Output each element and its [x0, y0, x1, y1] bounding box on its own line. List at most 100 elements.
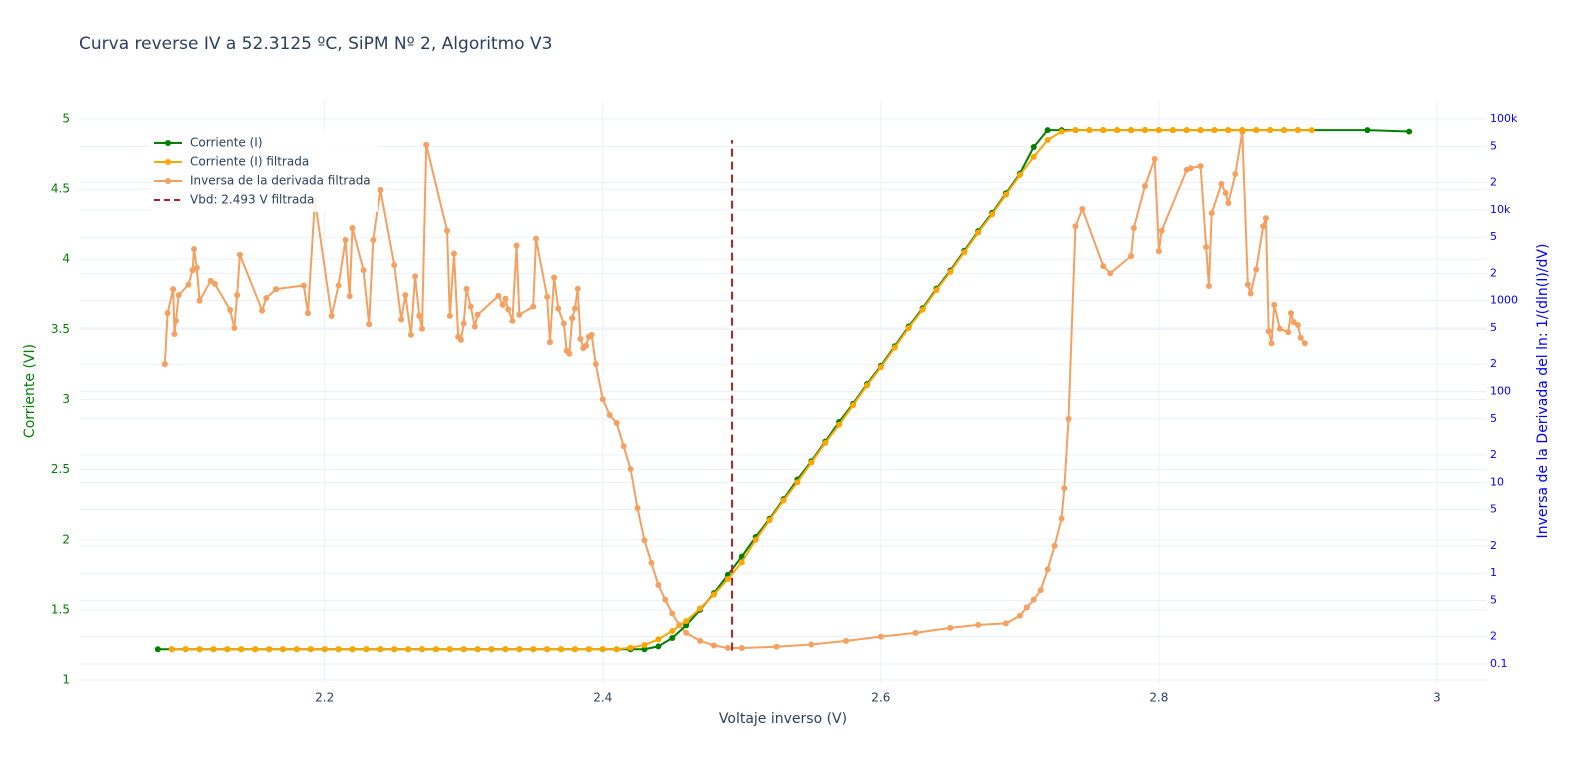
data-point	[641, 646, 648, 653]
data-point	[724, 645, 731, 652]
data-point	[1197, 163, 1204, 170]
data-point	[1294, 127, 1301, 134]
data-point	[530, 303, 537, 310]
data-point	[1058, 128, 1065, 135]
data-point	[546, 339, 553, 346]
data-point	[370, 237, 377, 244]
data-point	[182, 646, 189, 653]
data-point	[1044, 566, 1051, 573]
data-point	[738, 559, 745, 566]
data-point	[1247, 290, 1254, 297]
data-point	[273, 286, 280, 293]
data-point	[391, 646, 398, 653]
y-axis-title: Corriente (VI)	[22, 344, 38, 438]
data-point	[1208, 210, 1215, 217]
legend-marker	[165, 178, 171, 184]
data-point	[1203, 243, 1210, 250]
data-point	[1128, 127, 1135, 134]
data-point	[305, 310, 312, 317]
data-point	[919, 306, 926, 313]
data-point	[822, 439, 829, 446]
data-point	[1244, 281, 1251, 288]
data-point	[794, 479, 801, 486]
legend: Corriente (I) Corriente (I) filtrada Inver…	[150, 130, 378, 212]
legend-marker	[165, 159, 171, 165]
data-point	[641, 537, 648, 544]
data-point	[349, 646, 356, 653]
x-tick-label: 2.4	[593, 691, 612, 705]
y-tick-label: 4	[62, 252, 70, 266]
data-point	[154, 646, 161, 653]
x-tick-label: 2.2	[315, 691, 334, 705]
data-point	[627, 466, 634, 473]
data-point	[335, 282, 342, 289]
data-point	[655, 582, 662, 589]
y2-tick-label: 5	[1490, 230, 1497, 243]
data-point	[683, 618, 690, 625]
data-point	[175, 292, 182, 299]
data-point	[1030, 596, 1037, 603]
x-tick-label: 3	[1433, 691, 1441, 705]
data-point	[238, 646, 245, 653]
y-tick-label: 5	[62, 111, 70, 125]
data-point	[1002, 620, 1009, 627]
data-point	[1107, 270, 1114, 277]
data-point	[185, 281, 192, 288]
data-point	[933, 287, 940, 294]
data-point	[551, 274, 558, 281]
data-point	[1141, 127, 1148, 134]
data-point	[655, 643, 662, 650]
y2-tick-label: 2	[1490, 630, 1497, 643]
data-point	[975, 621, 982, 628]
legend-label: Inversa de la derivada filtrada	[190, 174, 371, 188]
data-point	[571, 305, 578, 312]
data-point	[1281, 127, 1288, 134]
data-point	[1260, 223, 1267, 230]
data-point	[170, 286, 177, 293]
data-point	[780, 497, 787, 504]
data-point	[1205, 283, 1212, 290]
data-point	[766, 517, 773, 524]
data-point	[1114, 127, 1121, 134]
data-point	[1100, 127, 1107, 134]
data-point	[613, 420, 620, 427]
data-point	[662, 596, 669, 603]
data-point	[1169, 127, 1176, 134]
data-point	[231, 325, 238, 332]
data-point	[1294, 321, 1301, 328]
data-point	[1197, 127, 1204, 134]
data-point	[555, 305, 562, 312]
data-point	[877, 633, 884, 640]
y2-tick-label: 5	[1490, 594, 1497, 607]
data-point	[474, 646, 481, 653]
data-point	[377, 646, 384, 653]
legend-marker	[165, 140, 171, 146]
y2-tick-label: 10k	[1490, 203, 1511, 216]
data-point	[161, 361, 168, 368]
data-point	[349, 225, 356, 232]
data-point	[599, 396, 606, 403]
data-point	[360, 267, 367, 274]
data-point	[1211, 127, 1218, 134]
data-point	[210, 646, 217, 653]
data-point	[193, 264, 200, 271]
y-tick-label: 3.5	[51, 322, 70, 336]
data-point	[585, 646, 592, 653]
y2-tick-label: 0.1	[1490, 657, 1508, 670]
data-point	[669, 610, 676, 617]
data-point	[583, 342, 590, 349]
data-point	[1308, 127, 1315, 134]
data-point	[1086, 127, 1093, 134]
data-point	[544, 293, 551, 300]
data-point	[1058, 515, 1065, 522]
legend-box	[150, 130, 378, 212]
data-point	[1023, 604, 1030, 611]
data-point	[1044, 127, 1051, 134]
y2-tick-label: 1	[1490, 566, 1497, 579]
data-point	[560, 320, 567, 327]
y2-tick-label: 5	[1490, 503, 1497, 516]
data-point	[599, 646, 606, 653]
data-point	[1030, 143, 1037, 150]
data-point	[1297, 334, 1304, 341]
data-point	[1406, 128, 1413, 135]
